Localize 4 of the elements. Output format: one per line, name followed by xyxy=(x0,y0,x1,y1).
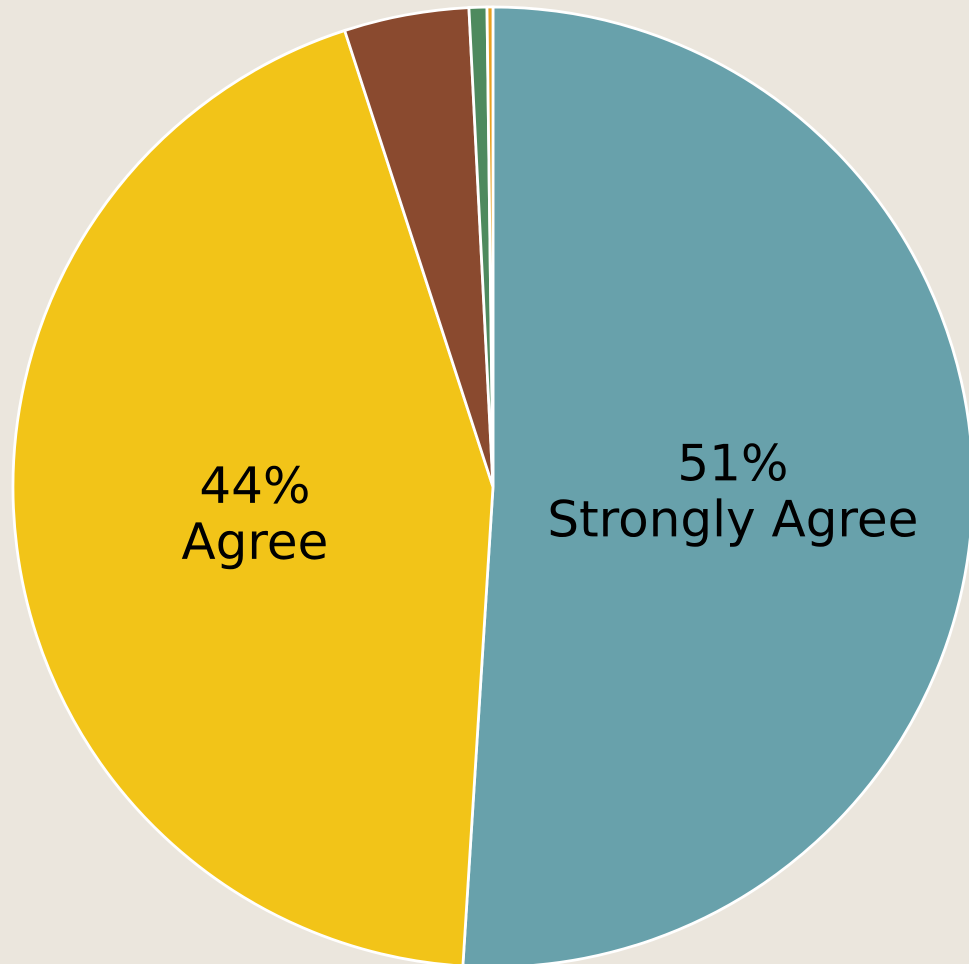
data-label: 51% xyxy=(681,443,786,482)
slice-label: Agree xyxy=(182,522,326,570)
data-label: 44% xyxy=(202,466,308,504)
slice-label: Strongly Agree xyxy=(550,498,916,547)
